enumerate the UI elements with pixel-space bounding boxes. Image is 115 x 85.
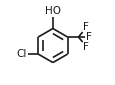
Text: F: F — [83, 42, 88, 52]
Text: F: F — [83, 22, 88, 32]
Text: F: F — [85, 32, 91, 42]
Text: HO: HO — [45, 6, 60, 16]
Text: Cl: Cl — [17, 49, 27, 59]
